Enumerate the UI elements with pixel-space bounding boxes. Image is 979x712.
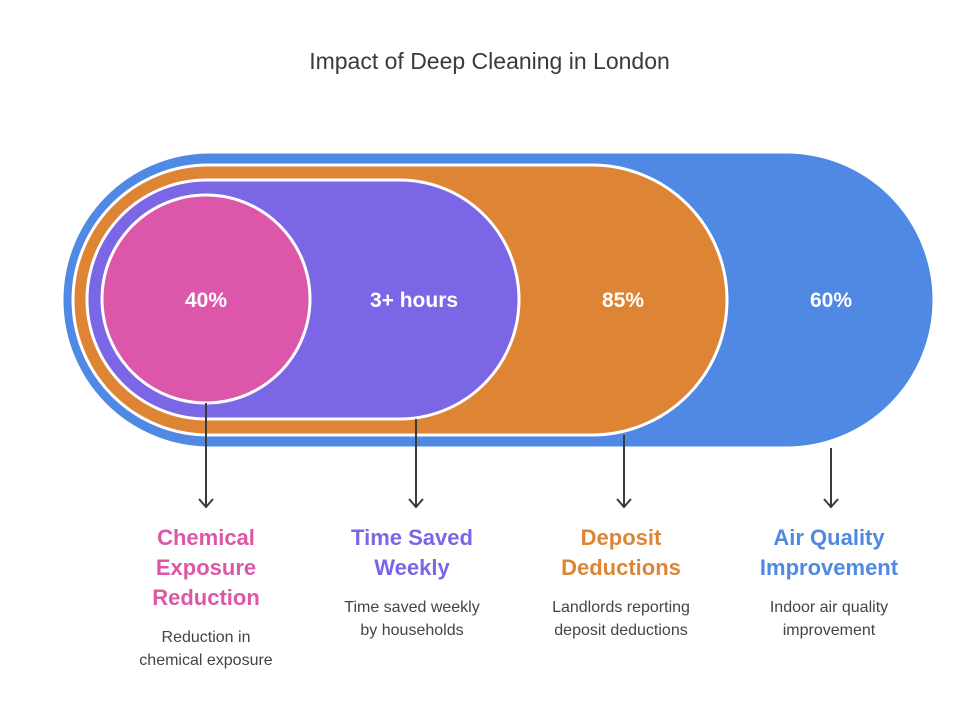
- deposit-value: 85%: [602, 289, 644, 312]
- deposit-label: Deposit Deductions: [561, 525, 681, 580]
- chemical-value: 40%: [185, 289, 227, 312]
- air-quality-label: Air Quality Improvement: [759, 525, 899, 580]
- deposit-description: Landlords reporting deposit deductions: [552, 599, 690, 639]
- air-quality-value: 60%: [810, 289, 852, 312]
- chemical-arrow: [198, 403, 214, 509]
- time-saved-label: Time Saved Weekly: [351, 525, 473, 580]
- air-quality-arrow: [823, 448, 839, 509]
- deposit-arrow: [616, 435, 632, 509]
- time-saved-value: 3+ hours: [370, 289, 458, 312]
- chemical-label: Chemical Exposure Reduction: [152, 525, 260, 610]
- air-quality-description: Indoor air quality improvement: [769, 599, 889, 639]
- chemical-description: Reduction in chemical exposure: [139, 629, 273, 669]
- time-saved-arrow: [408, 419, 424, 509]
- time-saved-description: Time saved weekly by households: [344, 599, 480, 639]
- diagram-title: Impact of Deep Cleaning in London: [309, 48, 670, 74]
